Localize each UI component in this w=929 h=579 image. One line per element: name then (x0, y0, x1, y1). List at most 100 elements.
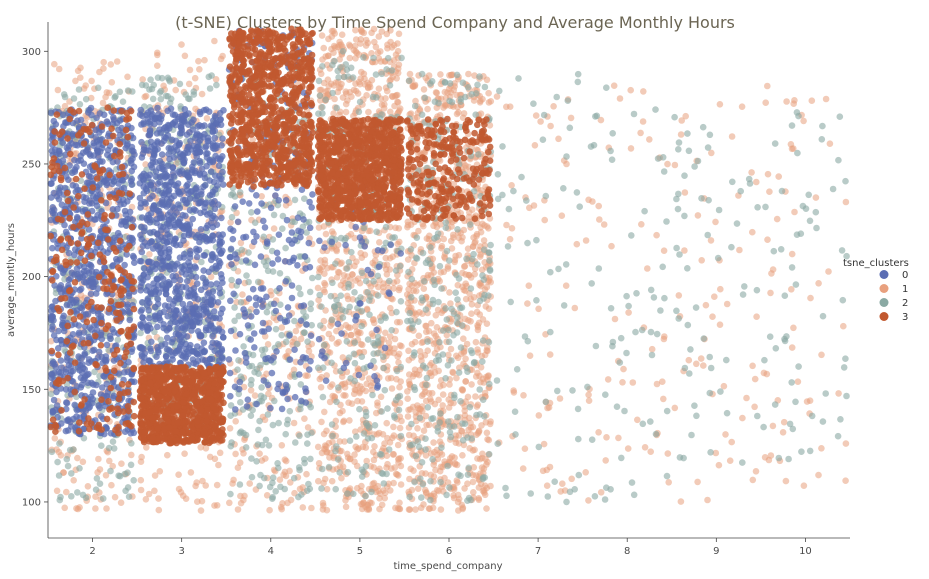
data-point (671, 404, 679, 412)
data-point (743, 394, 750, 402)
data-point (329, 279, 336, 287)
data-point (176, 80, 184, 88)
data-point (354, 90, 362, 97)
data-point (197, 507, 205, 514)
data-point (476, 386, 484, 393)
data-point (472, 373, 480, 380)
data-point (127, 461, 135, 469)
data-point (617, 334, 625, 342)
data-point (394, 98, 401, 106)
data-point (663, 218, 670, 225)
data-point (358, 353, 366, 361)
data-point (506, 103, 514, 110)
data-point (560, 302, 568, 309)
data-point (297, 405, 304, 413)
data-point (459, 269, 466, 277)
data-point (453, 352, 460, 360)
data-point (422, 435, 429, 443)
data-point (416, 405, 424, 413)
data-point (103, 505, 110, 512)
data-point (494, 171, 502, 178)
data-point (149, 95, 157, 103)
data-point (384, 405, 391, 412)
data-point (521, 445, 529, 453)
data-point (778, 187, 786, 195)
data-point (485, 89, 492, 97)
data-point (533, 236, 540, 244)
data-point (602, 391, 609, 399)
data-point (287, 496, 295, 504)
data-point (704, 496, 711, 504)
data-point (630, 110, 638, 118)
data-point (526, 352, 534, 360)
data-point (124, 73, 131, 81)
data-point (128, 451, 135, 459)
data-point (566, 124, 574, 132)
data-point (328, 421, 336, 428)
data-point (362, 444, 370, 451)
data-point (380, 288, 387, 296)
data-point (211, 37, 218, 45)
data-point (113, 255, 120, 263)
data-point (362, 387, 370, 395)
data-point (483, 505, 490, 512)
data-point (786, 420, 794, 428)
data-point (125, 493, 133, 501)
data-point (278, 324, 286, 331)
data-point (464, 245, 472, 252)
data-point (715, 206, 723, 214)
data-point (374, 272, 382, 280)
data-point (664, 450, 672, 457)
data-point (450, 331, 457, 339)
data-point (487, 241, 494, 249)
data-point (417, 353, 425, 360)
data-point (487, 278, 495, 286)
data-point (764, 82, 771, 90)
data-point (377, 58, 385, 65)
data-point (429, 456, 436, 463)
data-point (61, 504, 68, 512)
data-point (87, 290, 95, 298)
data-point (416, 309, 423, 316)
data-point (104, 146, 112, 154)
data-point (278, 331, 286, 339)
data-point (315, 460, 323, 467)
data-point (394, 47, 402, 55)
data-point (675, 315, 682, 322)
data-point (379, 470, 387, 478)
data-point (154, 74, 162, 81)
data-point (308, 504, 315, 512)
data-point (396, 262, 404, 270)
data-point (752, 468, 760, 475)
data-point (729, 178, 736, 186)
data-point (345, 284, 352, 291)
data-point (154, 49, 161, 57)
data-point (455, 369, 463, 376)
data-point (779, 429, 787, 436)
data-point (458, 386, 466, 393)
data-point (321, 288, 329, 296)
data-point (166, 99, 174, 107)
data-point (420, 277, 428, 285)
data-point (771, 401, 779, 408)
data-point (541, 216, 548, 224)
data-point (79, 458, 87, 466)
data-point (194, 498, 201, 506)
data-point (270, 211, 278, 219)
data-point (639, 118, 647, 125)
data-point (393, 375, 400, 383)
data-point (237, 399, 244, 406)
data-point (362, 277, 370, 285)
data-point (354, 484, 361, 492)
data-point (358, 28, 366, 36)
data-point (562, 282, 570, 290)
data-point (366, 311, 373, 319)
data-point (766, 333, 774, 341)
data-point (472, 338, 480, 346)
data-point (242, 444, 250, 451)
data-point (394, 441, 402, 449)
data-point (63, 488, 70, 496)
data-point (142, 92, 150, 100)
chart-title: (t-SNE) Clusters by Time Spend Company a… (175, 13, 735, 32)
data-point (806, 447, 814, 455)
